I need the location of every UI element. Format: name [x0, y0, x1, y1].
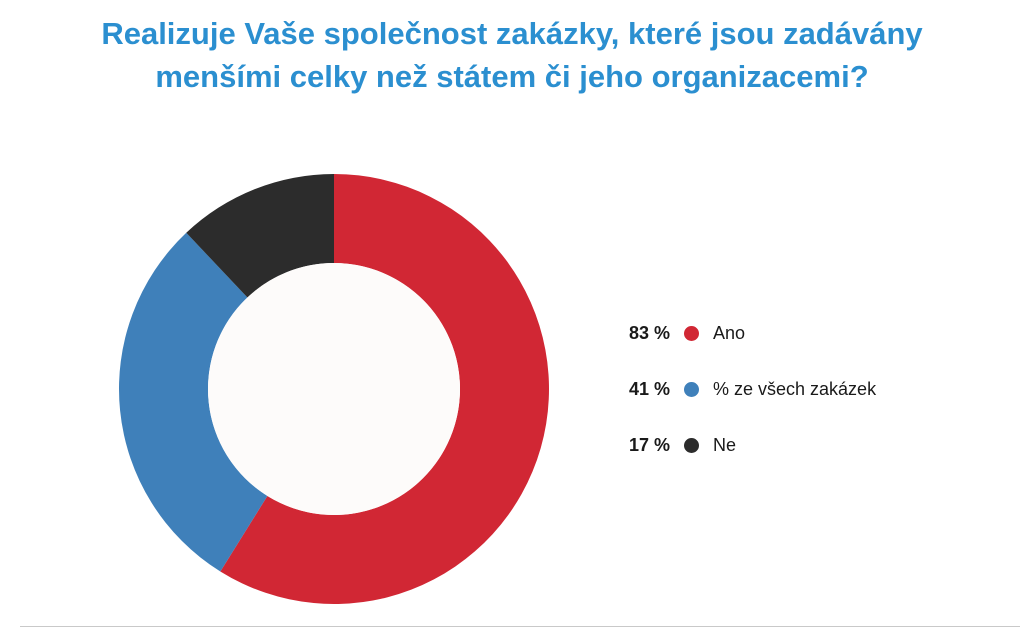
- chart-title-line-1: Realizuje Vaše společnost zakázky, které…: [101, 16, 923, 51]
- donut-slice-2: [186, 174, 334, 298]
- bottom-divider: [20, 626, 1020, 627]
- legend-label: Ne: [713, 434, 737, 455]
- legend-item-ano: 83 % Ano: [600, 318, 1000, 348]
- donut-hole: [208, 263, 460, 515]
- donut-slice-0: [220, 174, 549, 604]
- legend-value: 83 %: [628, 322, 670, 343]
- legend-item-vsech-zakazek: 41 % % ze všech zakázek: [600, 374, 1000, 404]
- legend-dot: [684, 325, 699, 341]
- legend-value: 41 %: [628, 378, 670, 399]
- donut-slice-1: [118, 232, 268, 572]
- legend-dot: [684, 437, 699, 453]
- legend-dot: [684, 381, 699, 397]
- legend-item-ne: 17 % Ne: [600, 430, 1000, 460]
- legend: 83 % Ano 41 % % ze všech zakázek 17 % Ne: [600, 318, 1000, 486]
- chart-title: Realizuje Vaše společnost zakázky, které…: [0, 12, 1024, 98]
- legend-value: 17 %: [628, 434, 670, 455]
- chart-title-line-2: menšími celky než státem či jeho organiz…: [155, 59, 869, 94]
- legend-label: Ano: [713, 322, 746, 343]
- legend-label: % ze všech zakázek: [713, 378, 877, 399]
